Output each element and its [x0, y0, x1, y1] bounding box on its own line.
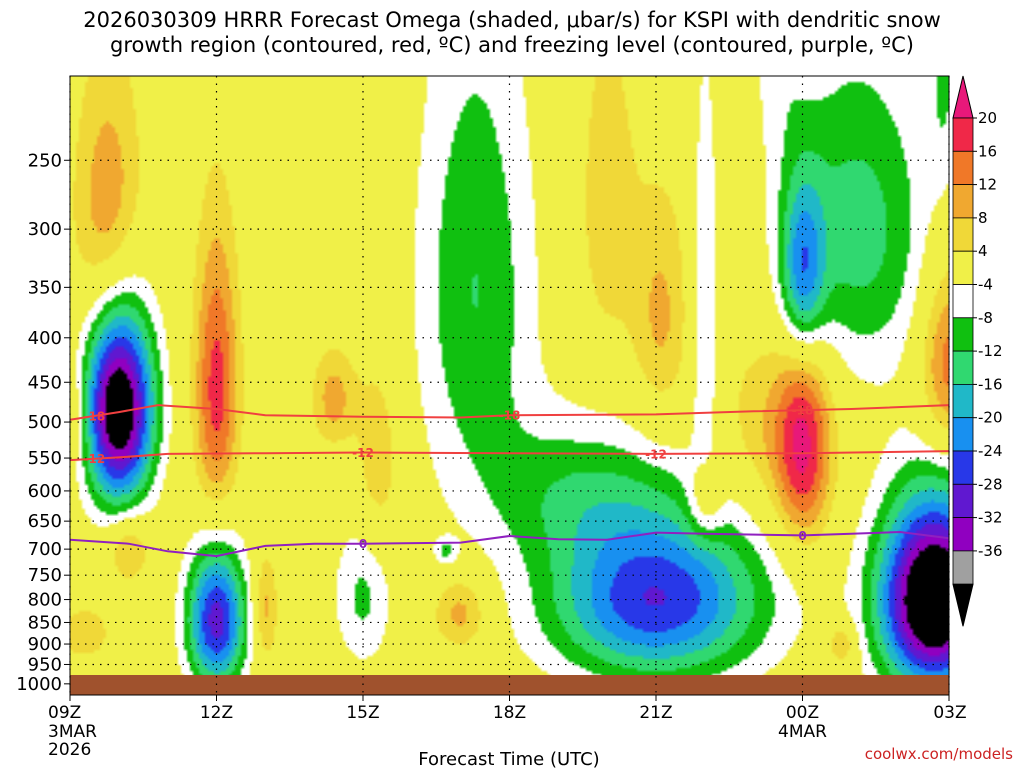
- x-tick-label: 00Z: [786, 703, 819, 723]
- colorbar-tick-label: -32: [978, 509, 1003, 527]
- y-tick-label: 400: [28, 328, 62, 349]
- colorbar-bin: [952, 450, 974, 485]
- colorbar-bin: [952, 117, 974, 152]
- y-tick-label: 750: [28, 565, 62, 586]
- colorbar-bottom-triangle: [952, 583, 974, 627]
- x-tick-date: 4MAR: [778, 722, 827, 742]
- credit-text: coolwx.com/models: [865, 745, 1013, 763]
- colorbar-tick-label: -28: [978, 475, 1003, 493]
- colorbar-bin: [952, 483, 974, 518]
- colorbar-bin: [952, 150, 974, 186]
- y-tick-label: 600: [28, 481, 62, 502]
- x-tick-year: 2026: [48, 740, 91, 760]
- chart-title-line1: 2026030309 HRRR Forecast Omega (shaded, …: [83, 8, 941, 32]
- colorbar-tick-label: -20: [978, 409, 1003, 427]
- colorbar-tick-label: 16: [978, 142, 997, 160]
- chart-title-line2: growth region (contoured, red, ºC) and f…: [110, 33, 914, 57]
- x-tick-label: 03Z: [933, 703, 966, 723]
- colorbar-bin: [952, 550, 974, 585]
- colorbar-tick-label: 12: [978, 176, 997, 194]
- x-tick-label: 09Z: [48, 703, 81, 723]
- y-tick-label: 950: [28, 654, 62, 675]
- colorbar-tick-label: -36: [978, 542, 1003, 560]
- dendritic-contour-label: -12: [352, 446, 374, 460]
- colorbar-bin: [952, 217, 974, 252]
- dendritic-contour-label: -12: [645, 447, 667, 461]
- y-tick-label: 550: [28, 448, 62, 469]
- colorbar-tick-label: -8: [978, 309, 993, 327]
- y-tick-label: 900: [28, 634, 62, 655]
- dendritic-contour: [69, 450, 950, 462]
- y-tick-label: 500: [28, 412, 62, 433]
- contour-lines: -18 -18 -18 -12 -12 -12 0 0: [69, 404, 950, 558]
- y-tick-label: 800: [28, 590, 62, 611]
- x-tick-label: 15Z: [346, 703, 379, 723]
- x-tick-label: 21Z: [639, 703, 672, 723]
- x-tick-label: 12Z: [200, 703, 233, 723]
- y-tick-label: 450: [28, 372, 62, 393]
- dendritic-contour-label: -12: [84, 452, 106, 466]
- colorbar-bin: [952, 250, 974, 285]
- x-tick-date: 3MAR: [48, 722, 97, 742]
- y-axis-ticks: 2503003504004505005506006507007508008509…: [16, 150, 70, 695]
- colorbar-tick-label: 4: [978, 242, 988, 260]
- colorbar-tick-label: 20: [978, 109, 997, 127]
- y-tick-label: 300: [28, 219, 62, 240]
- y-tick-label: 850: [28, 612, 62, 633]
- colorbar-bin: [952, 517, 974, 552]
- dendritic-contour: [69, 404, 950, 421]
- freezing-level-contour: [69, 530, 950, 558]
- y-tick-label: 1000: [16, 674, 62, 695]
- colorbar-tick-label: -4: [978, 276, 993, 294]
- dendritic-contour-label: -18: [84, 409, 106, 423]
- colorbar-top-triangle: [952, 75, 974, 119]
- colorbar-bin: [952, 184, 974, 219]
- freezing-level-contour-label: 0: [798, 529, 806, 543]
- colorbar-bin: [952, 317, 974, 352]
- colorbar-bin: [952, 284, 974, 319]
- x-axis-label: Forecast Time (UTC): [418, 749, 599, 768]
- colorbar-bin: [952, 350, 974, 385]
- colorbar-tick-label: -16: [978, 375, 1003, 393]
- colorbar-bin: [952, 417, 974, 452]
- colorbar: 20 16 12 8 4 -4 -8 -12 -16 -20 -24 -28 -32 -36: [952, 75, 1003, 627]
- omega-shading: [70, 76, 949, 695]
- dendritic-contour-label: -18: [499, 409, 521, 423]
- x-tick-label: 18Z: [493, 703, 526, 723]
- y-tick-label: 250: [28, 150, 62, 171]
- y-tick-label: 700: [28, 539, 62, 560]
- colorbar-tick-label: 8: [978, 209, 988, 227]
- colorbar-tick-label: -24: [978, 442, 1003, 460]
- dendritic-contour-label: -18: [792, 404, 814, 418]
- y-tick-label: 650: [28, 511, 62, 532]
- colorbar-bin: [952, 383, 974, 419]
- colorbar-tick-label: -12: [978, 342, 1003, 360]
- plot-content: -18 -18 -18 -12 -12 -12 0 0: [69, 75, 950, 696]
- y-tick-label: 350: [28, 277, 62, 298]
- freezing-level-contour-label: 0: [359, 537, 367, 551]
